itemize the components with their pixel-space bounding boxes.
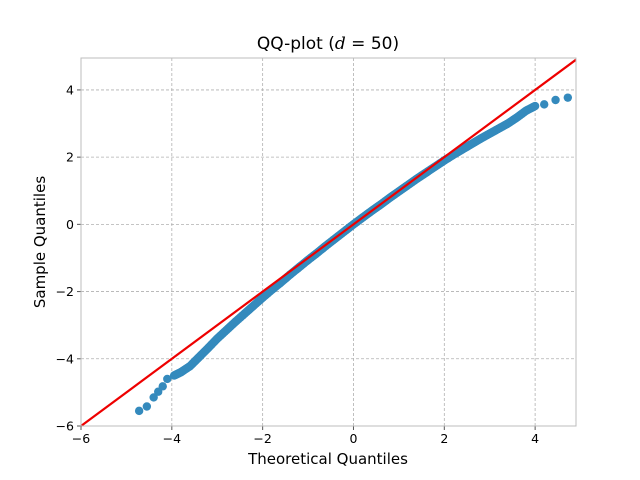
sample-point (149, 393, 158, 402)
y-axis-label: Sample Quantiles (31, 176, 49, 308)
y-tick-label: 2 (66, 150, 74, 165)
x-tick-label: −6 (72, 431, 90, 446)
y-tick-label: −4 (56, 351, 74, 366)
x-axis-label: Theoretical Quantiles (247, 450, 408, 468)
x-tick-label: −2 (253, 431, 271, 446)
y-tick-label: 4 (66, 82, 74, 97)
x-tick-label: 0 (350, 431, 358, 446)
y-tick-label: −2 (56, 284, 74, 299)
x-tick-label: 4 (531, 431, 539, 446)
sample-point (134, 406, 144, 416)
reference-line-group (80, 58, 577, 427)
plot-frame (80, 57, 577, 427)
reference-line (80, 58, 577, 427)
sample-point (563, 93, 573, 102)
y-tick-label: −6 (56, 419, 74, 434)
x-tick-label: −4 (163, 431, 181, 446)
sample-point (551, 95, 560, 105)
chart-title: QQ-plot (d = 50) (257, 34, 399, 54)
axis-ticks: −6 −4 −2 0 2 4 −6 −4 −2 0 2 4 (56, 82, 540, 446)
sample-point (540, 100, 549, 109)
sample-point (142, 402, 152, 411)
sample-point (163, 374, 172, 384)
sample-point (530, 101, 540, 111)
y-tick-label: 0 (66, 217, 74, 232)
sample-point (158, 382, 167, 391)
x-tick-label: 2 (440, 431, 448, 446)
